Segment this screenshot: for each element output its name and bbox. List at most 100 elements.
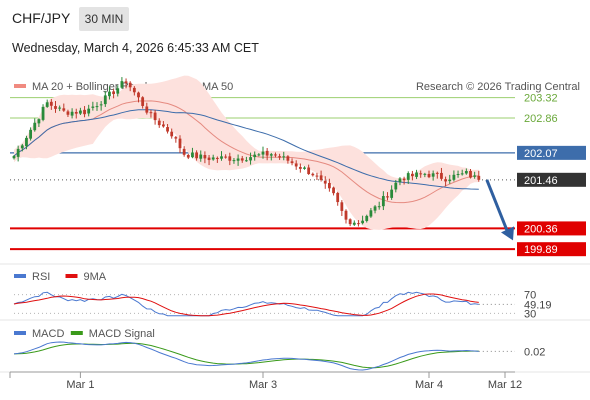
candle-body <box>452 174 456 180</box>
candle-body <box>103 95 107 105</box>
candle-body <box>423 173 427 175</box>
candle-body <box>153 112 157 121</box>
candle-body <box>315 175 319 177</box>
candle-body <box>29 129 32 139</box>
candle-body <box>419 173 423 175</box>
chart-header: CHF/JPY 30 MIN Wednesday, March 4, 2026 … <box>0 0 590 64</box>
candle-body <box>357 223 360 225</box>
candle-body <box>120 81 124 88</box>
candle-body <box>211 157 215 160</box>
candle-body <box>41 106 45 120</box>
macd-line <box>13 341 479 371</box>
candle-body <box>37 119 41 124</box>
datetime-label: Wednesday, March 4, 2026 6:45:33 AM CET <box>12 41 259 55</box>
candle-body <box>460 173 464 175</box>
candle-body <box>344 210 348 220</box>
candle-body <box>386 196 389 198</box>
candle-body <box>116 88 120 94</box>
macd-value-label: 0.02 <box>524 346 545 358</box>
candle-body <box>427 173 431 178</box>
candle-body <box>232 160 236 162</box>
candle-body <box>361 220 364 224</box>
candle-body <box>340 202 344 211</box>
candle-body <box>257 154 261 156</box>
candle-body <box>74 111 78 114</box>
candle-body <box>269 154 273 156</box>
legend-swatch-rsi <box>65 274 78 278</box>
support-level-label: 199.89 <box>524 244 558 256</box>
candle-body <box>456 173 460 175</box>
candle-body <box>253 154 257 158</box>
rsi-line <box>13 291 479 317</box>
candle-body <box>83 109 86 115</box>
candle-body <box>124 81 128 84</box>
candle-body <box>178 138 182 149</box>
candle-body <box>145 106 149 113</box>
candle-body <box>352 222 356 225</box>
candle-body <box>62 108 66 111</box>
candle-body <box>411 173 414 177</box>
candle-body <box>394 182 398 190</box>
candle-body <box>336 192 340 203</box>
candle-body <box>215 157 219 159</box>
candle-body <box>174 137 178 139</box>
support-label-box <box>517 242 586 257</box>
support-level-label: 200.36 <box>524 223 558 235</box>
candle-body <box>245 160 248 162</box>
legend-swatch-rsi <box>14 274 26 278</box>
candle-body <box>70 111 74 116</box>
pivot-level-label: 202.07 <box>524 148 558 160</box>
candle-body <box>91 106 95 108</box>
candle-body <box>224 156 228 158</box>
support-label-box <box>517 221 586 236</box>
resistance-level-label: 203.32 <box>524 93 558 105</box>
candle-body <box>220 156 223 159</box>
forecast-arrow <box>485 179 509 231</box>
candle-body <box>182 148 186 155</box>
candle-body <box>365 215 369 221</box>
candle-body <box>298 166 302 169</box>
legend-swatch-macd <box>70 331 83 335</box>
candle-body <box>149 112 153 114</box>
candle-body <box>402 178 406 181</box>
legend-label-macd: MACD <box>32 328 64 340</box>
candle-body <box>473 175 477 177</box>
candle-body <box>282 156 286 158</box>
candle-body <box>448 179 452 182</box>
candle-body <box>381 196 385 207</box>
candle-body <box>58 107 62 109</box>
candle-body <box>170 131 174 137</box>
candle-body <box>207 157 211 161</box>
candle-body <box>249 157 252 161</box>
candle-body <box>95 106 99 108</box>
candle-body <box>469 170 472 178</box>
candle-body <box>294 163 298 167</box>
candle-body <box>137 92 140 98</box>
candle-body <box>406 173 410 180</box>
rsi-value-label: 49.19 <box>524 299 552 311</box>
candle-body <box>440 172 443 179</box>
candle-body <box>261 151 265 155</box>
candle-body <box>328 182 331 189</box>
legend-label-price: MA 50 <box>202 81 233 93</box>
symbol-label: CHF/JPY <box>12 10 71 26</box>
candle-body <box>99 104 103 106</box>
resistance-level-label: 202.86 <box>524 113 558 125</box>
candle-body <box>66 111 70 115</box>
candle-body <box>108 91 111 97</box>
last-price-box <box>517 172 586 187</box>
candle-body <box>369 210 373 217</box>
candle-body <box>12 156 16 159</box>
candle-body <box>79 110 82 114</box>
legend-label-macd: MACD Signal <box>89 328 155 340</box>
candle-body <box>435 172 439 174</box>
last-price-label: 201.46 <box>524 175 558 187</box>
candle-body <box>390 189 394 198</box>
legend-label-rsi: 9MA <box>84 271 107 283</box>
candle-body <box>323 180 327 184</box>
candle-body <box>444 179 447 182</box>
candle-body <box>464 171 468 174</box>
timeframe-button[interactable]: 30 MIN <box>79 7 129 31</box>
candle-body <box>112 91 115 95</box>
